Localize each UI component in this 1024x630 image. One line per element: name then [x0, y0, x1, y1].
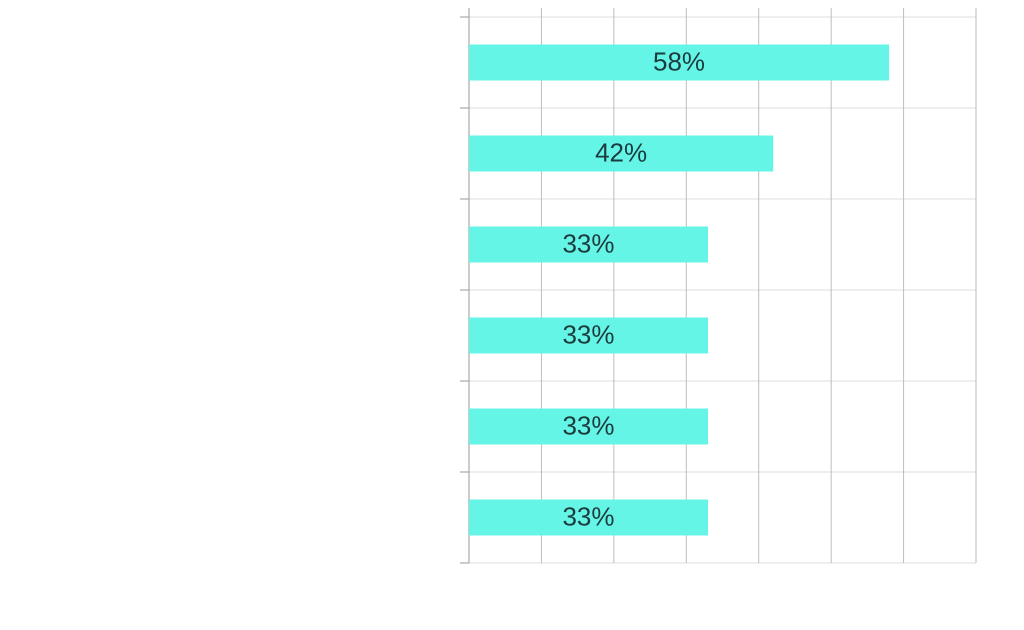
bar — [469, 226, 709, 263]
value-label: 58% — [653, 46, 705, 76]
value-label: 42% — [595, 137, 647, 167]
bar — [469, 499, 709, 536]
value-label: 33% — [562, 319, 614, 349]
value-label: 33% — [562, 501, 614, 531]
bar — [469, 408, 709, 445]
bar — [469, 135, 774, 172]
bar — [469, 44, 890, 81]
bar — [469, 317, 709, 354]
value-label: 33% — [562, 410, 614, 440]
value-label: 33% — [562, 228, 614, 258]
